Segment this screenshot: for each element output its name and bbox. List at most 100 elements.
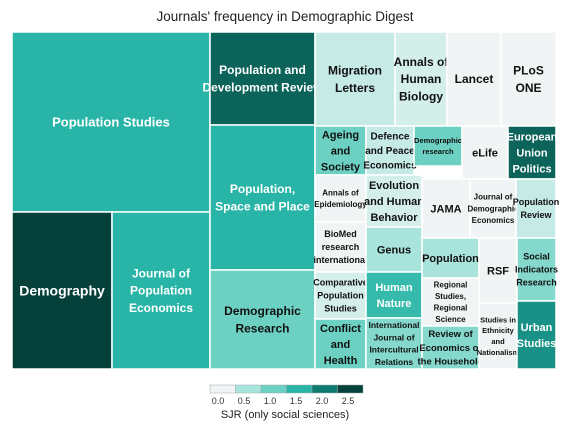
tile-label-line: Population bbox=[130, 284, 192, 298]
tile-label-line: Nationalism bbox=[477, 348, 520, 357]
tile-label-line: International bbox=[368, 320, 419, 330]
legend-tick-label: 0.0 bbox=[212, 396, 225, 406]
tile-label-line: Review of bbox=[428, 329, 473, 340]
legend-title: SJR (only social sciences) bbox=[220, 409, 350, 421]
tile-label-line: Human bbox=[401, 72, 442, 86]
tile-label-line: Development Review bbox=[202, 80, 323, 94]
tile-rect bbox=[209, 269, 316, 370]
tile-rect bbox=[469, 178, 517, 239]
legend-swatch bbox=[286, 384, 313, 394]
tile-label-line: research bbox=[322, 242, 360, 252]
tile-label-line: and bbox=[331, 339, 351, 351]
tile-label-line: Comparative bbox=[313, 278, 368, 288]
tile-rect bbox=[314, 174, 367, 223]
tile-rect bbox=[394, 31, 448, 127]
legend-swatch bbox=[260, 384, 287, 394]
tile-social-indicators-research: Social Indicators Research bbox=[515, 237, 558, 302]
tile-label-line: PLoS bbox=[513, 64, 544, 78]
tile-label-line: eLife bbox=[472, 147, 498, 159]
tile-label-line: Science bbox=[435, 315, 466, 324]
tile-jama: JAMA bbox=[421, 178, 471, 239]
tile-rect bbox=[461, 125, 509, 180]
tile-label-line: Regional bbox=[434, 304, 468, 313]
tile-rect bbox=[507, 125, 557, 180]
tile-label-line: Social bbox=[523, 252, 550, 262]
tile-label-line: Indicators bbox=[515, 265, 558, 275]
tile-label-line: Nature bbox=[377, 298, 412, 310]
legend-swatch bbox=[209, 384, 236, 394]
tile-label: JAMA bbox=[430, 203, 461, 215]
tile-label: Population Review bbox=[513, 197, 560, 220]
tile-label: Comparative Population Studies bbox=[313, 278, 368, 314]
tile-label: BioMed research international bbox=[313, 229, 367, 265]
tile-conflict-and-health: Conflict and Health bbox=[314, 318, 367, 370]
tile-demography: Demography bbox=[11, 211, 113, 370]
tile-label-line: Journal of bbox=[474, 193, 513, 202]
legend-tick-label: 1.5 bbox=[290, 396, 303, 406]
legend-swatch bbox=[311, 384, 338, 394]
tile-label: Lancet bbox=[455, 72, 494, 86]
tile-ageing-and-society: Ageing and Society bbox=[314, 125, 367, 176]
legend-tick-label: 0.5 bbox=[238, 396, 251, 406]
tile-rect bbox=[365, 317, 423, 370]
tile-label-line: Economics bbox=[363, 161, 417, 172]
tile-rect bbox=[209, 31, 316, 126]
tile-annals-of-epidemiology: Annals of Epidemiology bbox=[314, 174, 367, 223]
tile-label-line: JAMA bbox=[430, 203, 461, 215]
tile-label-line: Review bbox=[520, 210, 552, 220]
tile-demographic-research: Demographic research bbox=[413, 125, 463, 167]
tile-label: RSF bbox=[487, 265, 509, 277]
tile-label-line: Journal of bbox=[373, 332, 414, 342]
tile-label-line: Studies, bbox=[435, 292, 466, 301]
tile-label: Demographic Research bbox=[224, 304, 301, 335]
tile-comparative-population-studies: Comparative Population Studies bbox=[313, 271, 368, 320]
tile-label-line: Demographic bbox=[467, 204, 519, 213]
tile-population-review: Population Review bbox=[513, 178, 560, 239]
tile-label-line: Behavior bbox=[370, 212, 418, 224]
tile-rect bbox=[421, 178, 471, 239]
tile-label: Urban Studies bbox=[517, 322, 557, 350]
tile-annals-of-human-biology: Annals of Human Biology bbox=[394, 31, 450, 127]
tile-label: Population Studies bbox=[52, 115, 170, 130]
tile-rect bbox=[314, 318, 367, 370]
tile-evolution-and-human-behavior: Evolution and Human Behavior bbox=[364, 174, 424, 228]
tile-label: Journal of Population Economics bbox=[129, 266, 193, 315]
tile-population-and-development-review: Population and Development Review bbox=[202, 31, 323, 126]
tile-label: Ageing and Society bbox=[321, 129, 361, 173]
tile-label-line: Journal of bbox=[132, 266, 191, 280]
tile-label-line: Annals of bbox=[394, 55, 450, 69]
tile-label-line: Population Studies bbox=[52, 115, 170, 130]
tile-label-line: Biology bbox=[399, 90, 443, 104]
tile-migration-letters: Migration Letters bbox=[314, 31, 396, 127]
tile-label-line: Population bbox=[317, 291, 364, 301]
tile-label: European Union Politics bbox=[507, 131, 558, 175]
tile-label: Genus bbox=[377, 244, 411, 256]
legend-tick-label: 1.0 bbox=[264, 396, 277, 406]
tile-label-line: Demography bbox=[19, 282, 105, 298]
tile-rect bbox=[314, 221, 367, 273]
tile-population-space-and-place: Population, Space and Place bbox=[209, 124, 316, 271]
tile-population: Population bbox=[421, 237, 480, 279]
tile-label-line: Economics of bbox=[419, 343, 482, 354]
tile-rect bbox=[500, 31, 557, 127]
tile-label-line: Human bbox=[375, 282, 413, 294]
tile-label-line: Demographic bbox=[224, 304, 301, 318]
tile-demographic-research: Demographic Research bbox=[209, 269, 316, 370]
tile-studies-in-ethnicity-and-nationalism: Studies in Ethnicity and Nationalism bbox=[477, 302, 520, 370]
tile-label-line: Politics bbox=[512, 163, 551, 175]
tile-label-line: the Household bbox=[418, 357, 484, 368]
tile-label-line: Migration bbox=[328, 64, 382, 78]
tile-label: Population bbox=[422, 253, 479, 265]
tile-plos-one: PLoS ONE bbox=[500, 31, 557, 127]
tile-label-line: Ethnicity bbox=[482, 326, 514, 335]
tile-label-line: Annals of bbox=[322, 189, 359, 198]
tile-label-line: Ageing bbox=[322, 129, 359, 141]
tile-review-of-economics-of-the-household: Review of Economics of the Household bbox=[418, 325, 484, 370]
tile-label: Annals of Human Biology bbox=[394, 55, 450, 104]
tile-label-line: international bbox=[313, 255, 367, 265]
tile-label-line: Health bbox=[324, 355, 358, 367]
tile-lancet: Lancet bbox=[446, 31, 502, 127]
tile-rect bbox=[515, 178, 557, 239]
tile-label-line: Space and Place bbox=[215, 199, 310, 213]
tile-label-line: Studies bbox=[517, 338, 557, 350]
